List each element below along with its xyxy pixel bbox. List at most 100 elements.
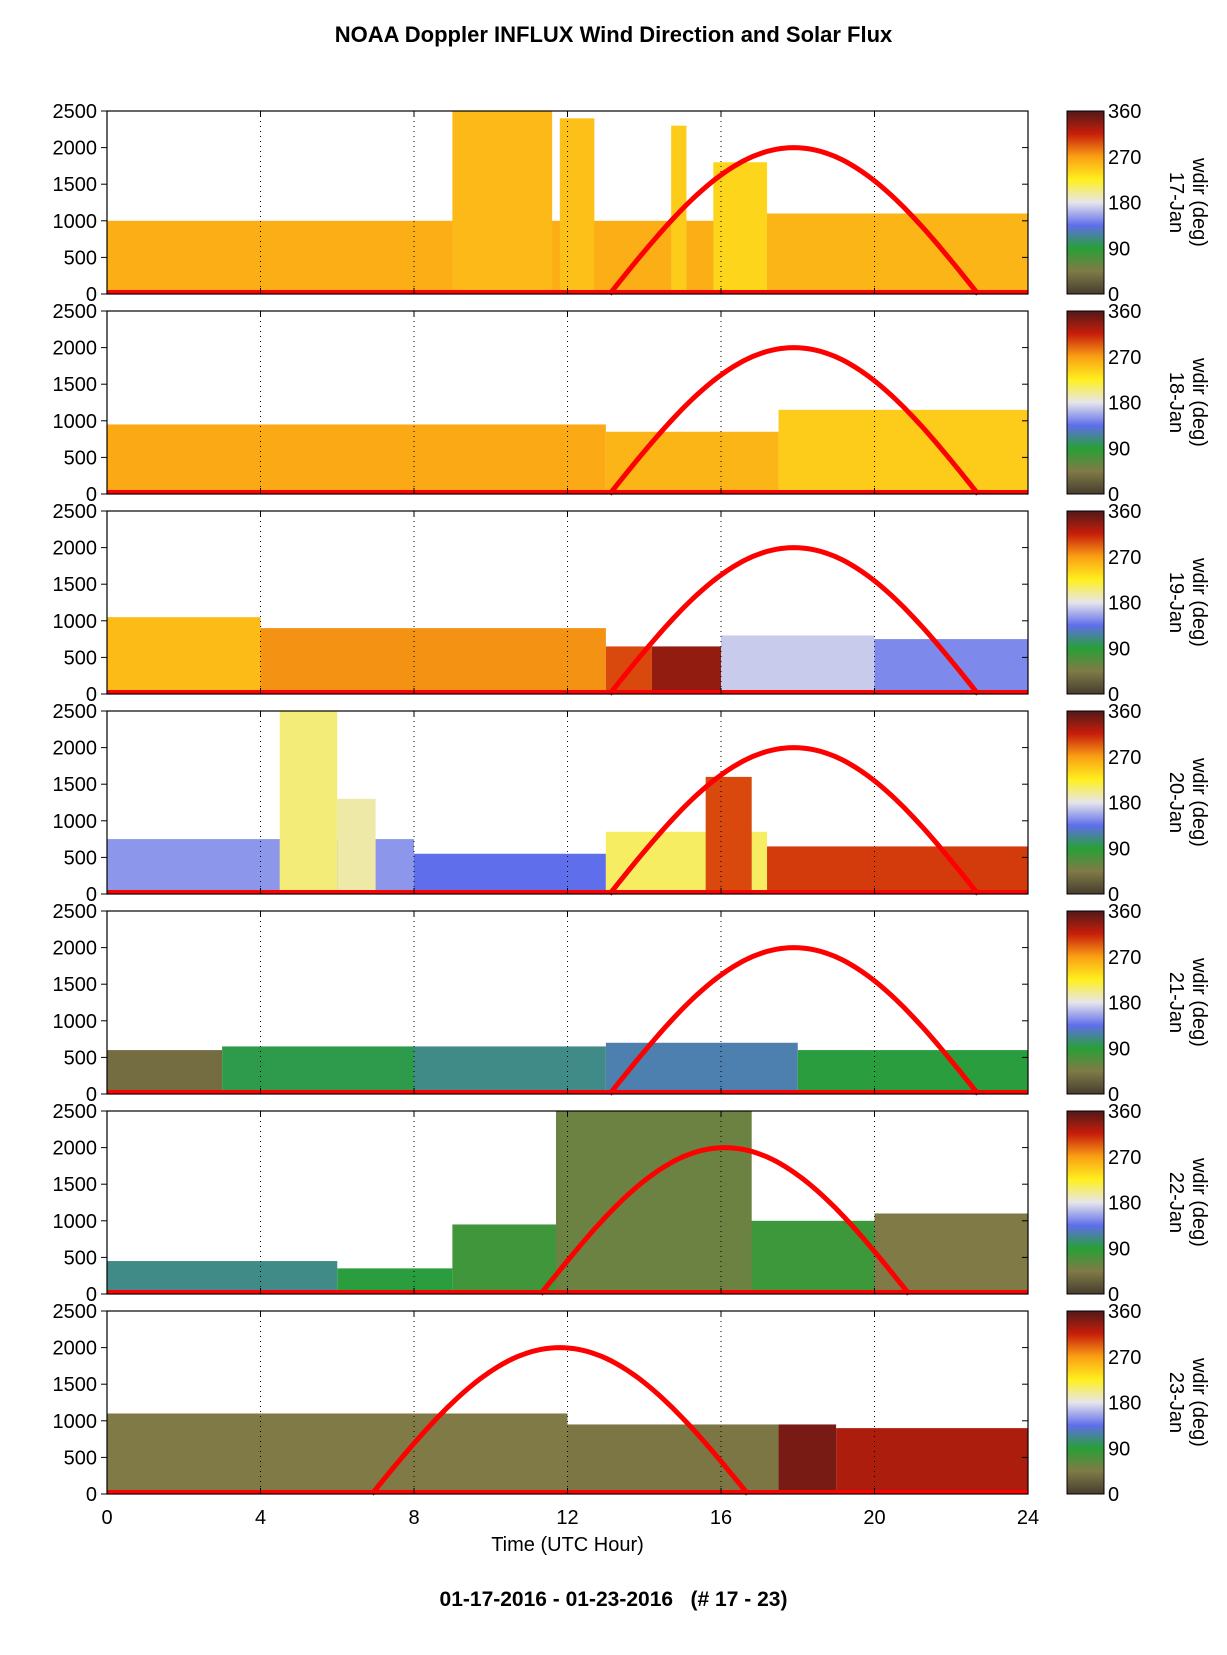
y-tick-label: 500 [64, 1047, 97, 1069]
colorbar-19-Jan [1066, 510, 1105, 695]
colorbar-tick-label: 90 [1108, 838, 1130, 860]
y-tick-label: 2500 [53, 901, 98, 923]
wind-layer-17-Jan [713, 162, 768, 294]
wind-layer-20-Jan [767, 846, 1028, 894]
x-tick-label: 12 [556, 1507, 578, 1529]
wind-layer-20-Jan [414, 853, 606, 894]
wind-layer-23-Jan [836, 1428, 1028, 1494]
y-tick-label: 2000 [53, 138, 98, 160]
colorbar-tick-label: 270 [1108, 347, 1141, 369]
colorbar-tick-label: 180 [1108, 393, 1141, 415]
colorbar-23-Jan [1066, 1310, 1105, 1495]
panel-date-label: 19-Jan [1165, 572, 1187, 633]
solar-flux-curve-22-Jan [538, 1145, 911, 1296]
y-tick-label: 1500 [53, 174, 98, 196]
y-tick-label: 2000 [53, 1138, 98, 1160]
wind-layer-20-Jan [279, 711, 338, 894]
colorbar-22-Jan [1066, 1110, 1105, 1295]
y-tick-label: 500 [64, 847, 97, 869]
colorbar-tick-label: 90 [1108, 1438, 1130, 1460]
y-tick-label: 1500 [53, 1174, 98, 1196]
y-tick-label: 0 [86, 284, 97, 306]
wind-layer-22-Jan [107, 1261, 338, 1294]
colorbar-label: wdir (deg) [1188, 957, 1210, 1047]
wind-layer-19-Jan [874, 639, 1028, 694]
y-tick-label: 500 [64, 247, 97, 269]
y-tick-label: 2000 [53, 938, 98, 960]
colorbar-tick-label: 270 [1108, 947, 1141, 969]
colorbar-tick-label: 180 [1108, 1393, 1141, 1415]
colorbar-tick-label: 360 [1108, 701, 1141, 723]
x-axis-label: Time (UTC Hour) [491, 1534, 644, 1556]
wind-layer-22-Jan [555, 1111, 752, 1294]
colorbar-tick-label: 0 [1108, 484, 1119, 506]
y-tick-label: 0 [86, 1084, 97, 1106]
solar-flux-curve-21-Jan [607, 945, 981, 1096]
colorbar-tick-label: 270 [1108, 147, 1141, 169]
y-tick-label: 500 [64, 647, 97, 669]
wind-layer-18-Jan [778, 409, 1028, 494]
panel-date-label: 22-Jan [1165, 1172, 1187, 1233]
y-tick-label: 1000 [53, 1011, 98, 1033]
colorbar-tick-label: 180 [1108, 593, 1141, 615]
wind-layer-21-Jan [605, 1042, 798, 1094]
panel-date-label: 23-Jan [1165, 1372, 1187, 1433]
colorbar-tick-label: 360 [1108, 301, 1141, 323]
y-tick-label: 1000 [53, 211, 98, 233]
colorbar-tick-label: 270 [1108, 747, 1141, 769]
wind-layer-19-Jan [721, 635, 875, 694]
y-tick-label: 1500 [53, 374, 98, 396]
colorbar-tick-label: 270 [1108, 547, 1141, 569]
y-tick-label: 1000 [53, 811, 98, 833]
colorbar-tick-label: 270 [1108, 1347, 1141, 1369]
solar-flux-curve-18-Jan [607, 345, 981, 496]
solar-flux-curve-17-Jan [607, 145, 981, 296]
wind-layer-20-Jan [337, 798, 376, 894]
x-tick-label: 20 [863, 1507, 885, 1529]
wind-layer-17-Jan [559, 118, 595, 294]
wind-layer-17-Jan [767, 213, 1028, 294]
colorbar-tick-label: 90 [1108, 638, 1130, 660]
panel-date-label: 21-Jan [1165, 972, 1187, 1033]
y-tick-label: 2000 [53, 338, 98, 360]
y-tick-label: 0 [86, 484, 97, 506]
y-tick-label: 1500 [53, 774, 98, 796]
y-tick-label: 500 [64, 447, 97, 469]
y-tick-label: 0 [86, 684, 97, 706]
solar-flux-curve-20-Jan [607, 745, 981, 896]
y-tick-label: 1500 [53, 974, 98, 996]
wind-layer-21-Jan [797, 1050, 1028, 1094]
y-tick-label: 1500 [53, 574, 98, 596]
wind-layer-21-Jan [107, 1050, 223, 1094]
y-tick-label: 2000 [53, 538, 98, 560]
colorbar-tick-label: 90 [1108, 238, 1130, 260]
solar-flux-curve-23-Jan [369, 1345, 750, 1496]
colorbar-tick-label: 0 [1108, 1484, 1119, 1506]
y-tick-label: 1000 [53, 411, 98, 433]
colorbar-label: wdir (deg) [1188, 557, 1210, 647]
colorbar-label: wdir (deg) [1188, 157, 1210, 247]
colorbar-label: wdir (deg) [1188, 1357, 1210, 1447]
y-tick-label: 1000 [53, 611, 98, 633]
colorbar-20-Jan [1066, 710, 1105, 895]
y-tick-label: 1000 [53, 1211, 98, 1233]
y-tick-label: 1000 [53, 1411, 98, 1433]
x-tick-label: 0 [101, 1507, 112, 1529]
wind-layer-18-Jan [107, 424, 606, 494]
colorbar-tick-label: 360 [1108, 901, 1141, 923]
colorbar-tick-label: 360 [1108, 1101, 1141, 1123]
colorbar-tick-label: 90 [1108, 438, 1130, 460]
wind-layer-20-Jan [705, 776, 752, 894]
x-tick-label: 16 [710, 1507, 732, 1529]
colorbar-21-Jan [1066, 910, 1105, 1095]
colorbar-tick-label: 180 [1108, 993, 1141, 1015]
wind-layer-21-Jan [222, 1046, 414, 1094]
panel-date-label: 20-Jan [1165, 772, 1187, 833]
x-tick-label: 8 [408, 1507, 419, 1529]
wind-layer-22-Jan [337, 1268, 453, 1294]
wind-layer-19-Jan [260, 628, 606, 694]
colorbar-tick-label: 0 [1108, 684, 1119, 706]
y-tick-label: 2500 [53, 301, 98, 323]
y-tick-label: 2500 [53, 1101, 98, 1123]
